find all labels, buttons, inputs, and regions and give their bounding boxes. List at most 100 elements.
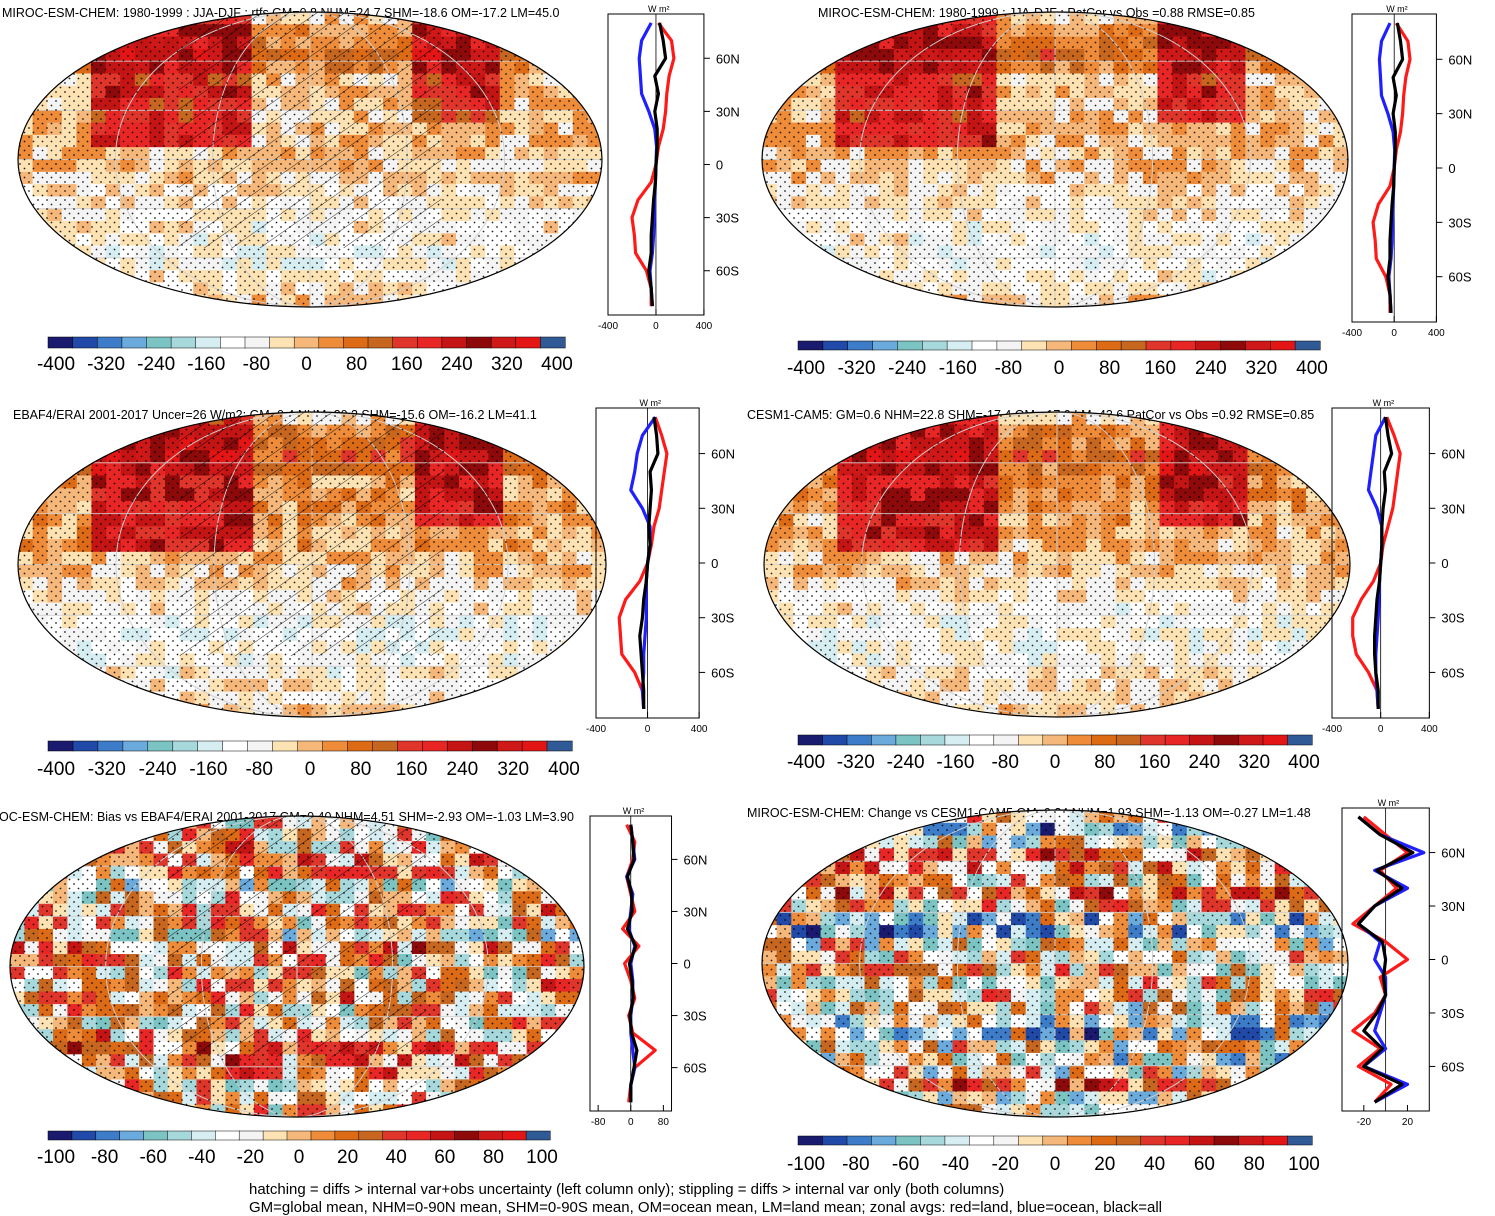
y-tick-label: 60N (711, 447, 735, 462)
colorbar-tick-label: -20 (991, 1154, 1018, 1175)
panel-1: MIROC-ESM-CHEM: 1980-1999 : JJA-DJF : rt… (2, 4, 740, 375)
colorbar-tick-label: -100 (787, 1154, 825, 1175)
colorbar-swatch (1141, 1136, 1166, 1145)
colorbar-tick-label: 0 (1054, 358, 1065, 379)
colorbar-swatch (347, 741, 372, 751)
y-tick-label: 0 (711, 556, 718, 571)
colorbar-tick-label: -160 (939, 358, 977, 379)
colorbar-swatch (497, 741, 522, 751)
colorbar-swatch (491, 337, 516, 348)
y-tick-label: 60N (684, 852, 708, 867)
colorbar-swatch (407, 1131, 431, 1140)
colorbar-swatch (196, 337, 221, 348)
colorbar-swatch (1263, 1136, 1288, 1145)
map (18, 412, 607, 718)
y-tick-label: 30S (711, 611, 734, 626)
colorbar-swatch (48, 741, 73, 751)
colorbar-swatch (1214, 735, 1239, 745)
colorbar-tick-label: 40 (1144, 1154, 1165, 1175)
colorbar-swatch (467, 337, 492, 348)
colorbar-swatch (516, 337, 541, 348)
colorbar-tick-label: -160 (187, 354, 225, 375)
colorbar-swatch (454, 1131, 478, 1140)
y-tick-label: 30N (711, 501, 735, 516)
colorbar-swatch (98, 741, 123, 751)
colorbar-swatch (798, 1136, 823, 1145)
colorbar-swatch (323, 741, 348, 751)
colorbar-swatch (1116, 735, 1141, 745)
colorbar-swatch (73, 741, 98, 751)
map (10, 816, 585, 1118)
colorbar-swatch (48, 1131, 72, 1140)
colorbar-swatch (1092, 1136, 1117, 1145)
colorbar-swatch (1288, 735, 1313, 745)
colorbar-swatch (1022, 341, 1047, 350)
colorbar-swatch (287, 1131, 311, 1140)
colorbar-swatch (798, 341, 823, 350)
colorbar-swatch (522, 741, 547, 751)
colorbar-tick-label: -320 (838, 358, 876, 379)
y-tick-label: 30S (684, 1009, 707, 1024)
colorbar-swatch (823, 341, 848, 350)
map (18, 12, 603, 308)
colorbar-swatch (97, 337, 122, 348)
y-tick-label: 60S (716, 264, 739, 279)
colorbar-swatch (1071, 341, 1096, 350)
colorbar-swatch (847, 1136, 872, 1145)
colorbar-tick-label: -400 (37, 759, 75, 780)
colorbar-tick-label: 100 (1288, 1154, 1320, 1175)
colorbar-tick-label: -40 (188, 1147, 215, 1168)
colorbar-swatch (1116, 1136, 1141, 1145)
colorbar-tick-label: 0 (301, 354, 312, 375)
colorbar-tick-label: 240 (447, 759, 479, 780)
colorbar-swatch (372, 741, 397, 751)
colorbar-swatch (215, 1131, 239, 1140)
x-tick-label: 80 (658, 1117, 670, 1128)
y-tick-label: 30S (1448, 215, 1471, 230)
colorbar-swatch (359, 1131, 383, 1140)
colorbar-tick-label: 400 (1288, 752, 1320, 773)
x-tick-label: 400 (696, 321, 713, 332)
colorbar-tick-label: 0 (294, 1147, 305, 1168)
y-tick-label: 30N (1448, 107, 1472, 122)
x-tick-label: -20 (1357, 1117, 1372, 1128)
x-tick-label: -400 (1342, 328, 1362, 339)
y-tick-label: 0 (1441, 953, 1448, 968)
colorbar-tick-label: -80 (243, 354, 270, 375)
colorbar-swatch (1067, 1136, 1092, 1145)
colorbar-tick-label: -80 (245, 759, 272, 780)
colorbar-swatch (478, 1131, 502, 1140)
map (762, 12, 1349, 308)
colorbar-swatch (920, 735, 945, 745)
colorbar-swatch (343, 337, 368, 348)
colorbar-tick-label: 80 (1094, 752, 1115, 773)
colorbar-swatch (144, 1131, 168, 1140)
colorbar-swatch (1295, 341, 1320, 350)
colorbar-swatch (171, 337, 196, 348)
colorbar-swatch (72, 1131, 96, 1140)
colorbar-swatch (1214, 1136, 1239, 1145)
unit-label: W m² (1373, 398, 1395, 408)
colorbar-tick-label: 60 (434, 1147, 455, 1168)
colorbar-tick-label: 160 (1139, 752, 1171, 773)
colorbar-swatch (1141, 735, 1166, 745)
y-tick-label: 30N (684, 904, 708, 919)
x-tick-label: 0 (628, 1117, 634, 1128)
y-tick-label: 60N (1441, 447, 1465, 462)
colorbar-swatch (1047, 341, 1072, 350)
colorbar-tick-label: -40 (942, 1154, 969, 1175)
colorbar-swatch (1221, 341, 1246, 350)
colorbar-tick-label: 80 (1099, 358, 1120, 379)
colorbar-swatch (969, 1136, 994, 1145)
panel-2: MIROC-ESM-CHEM: 1980-1999 : JJA-DJF : Pa… (762, 4, 1472, 379)
colorbar-swatch (972, 341, 997, 350)
colorbar-swatch (1018, 1136, 1043, 1145)
